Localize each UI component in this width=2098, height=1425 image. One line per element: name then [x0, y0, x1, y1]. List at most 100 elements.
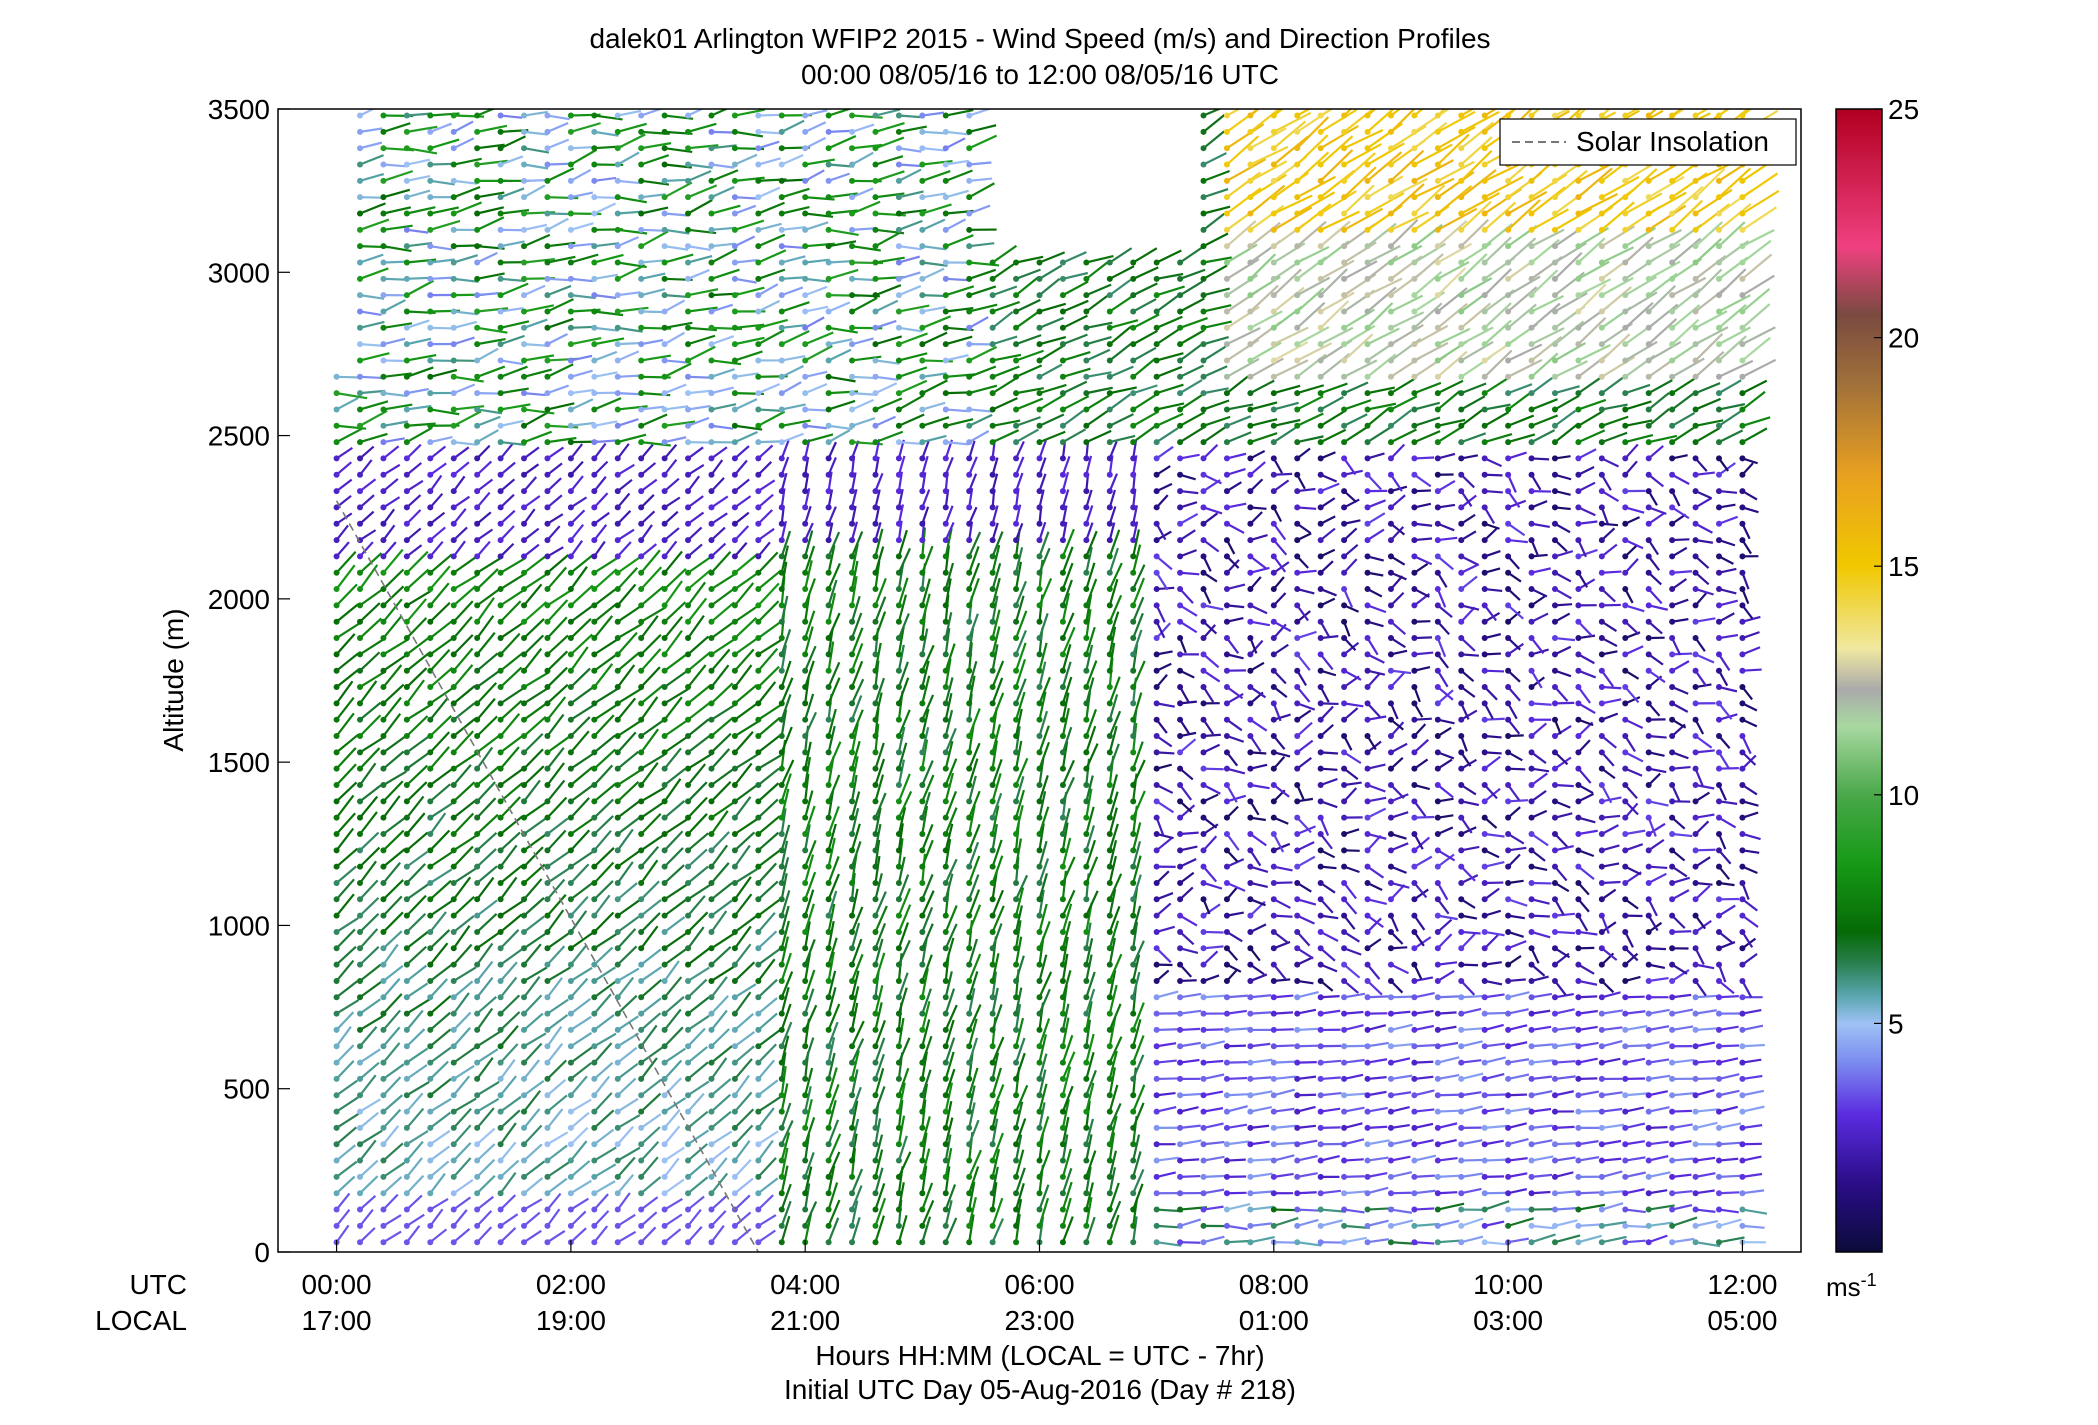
- wind-barb-dot: [544, 194, 551, 201]
- wind-barb-shaft: [710, 542, 727, 558]
- wind-barb-shaft: [1014, 1004, 1022, 1031]
- wind-barb-dot: [333, 520, 340, 527]
- wind-barb-dot: [333, 961, 340, 968]
- wind-barb-shaft: [663, 767, 686, 786]
- wind-barb-shaft: [991, 531, 1004, 557]
- wind-barb-dot: [942, 308, 949, 315]
- wind-barb-shaft: [616, 510, 632, 525]
- wind-barb-shaft: [406, 189, 431, 199]
- wind-barb-dot: [989, 1043, 996, 1050]
- wind-barb-dot: [755, 520, 762, 527]
- wind-barb-dot: [802, 210, 809, 217]
- wind-barb-shaft: [593, 1014, 615, 1031]
- wind-barb-shaft: [570, 604, 594, 623]
- wind-barb-shaft: [992, 261, 1017, 280]
- wind-barb-shaft: [359, 1129, 383, 1146]
- wind-barb-dot: [1059, 553, 1066, 560]
- wind-barb-dot: [1106, 700, 1113, 707]
- wind-barb-shaft: [687, 254, 713, 264]
- wind-barb-dot: [591, 749, 598, 756]
- wind-barb-dot: [802, 1141, 809, 1148]
- wind-barb-shaft: [897, 972, 909, 998]
- wind-barb-dot: [1177, 635, 1184, 642]
- wind-barb-dot: [849, 977, 856, 984]
- wind-barb-shaft: [687, 1092, 705, 1113]
- wind-barb-dot: [380, 1206, 387, 1213]
- wind-barb-shaft: [476, 960, 494, 982]
- wind-barb-shaft: [711, 204, 741, 215]
- wind-barb-dot: [872, 1043, 879, 1050]
- wind-barb-shaft: [570, 931, 594, 950]
- wind-barb-dot: [544, 749, 551, 756]
- wind-barb-shaft: [968, 456, 978, 476]
- wind-barb-dot: [708, 1075, 715, 1082]
- wind-barb-dot: [427, 635, 434, 642]
- wind-barb-dot: [497, 1010, 504, 1017]
- wind-barb-dot: [1013, 569, 1020, 576]
- wind-barb-dot: [1106, 1026, 1113, 1033]
- wind-barb-shaft: [1132, 346, 1157, 362]
- wind-barb-dot: [872, 977, 879, 984]
- wind-barb-shaft: [1015, 472, 1024, 492]
- wind-barb-dot: [778, 733, 785, 740]
- wind-barb-shaft: [968, 285, 997, 297]
- wind-barb-shaft: [968, 805, 976, 835]
- wind-barb-dot: [919, 994, 926, 1001]
- wind-barb-shaft: [663, 1047, 686, 1064]
- wind-barb-shaft: [1061, 1099, 1070, 1129]
- wind-barb-dot: [591, 716, 598, 723]
- wind-barb-shaft: [1062, 351, 1091, 362]
- wind-barb-dot: [802, 814, 809, 821]
- wind-barb-dot: [614, 406, 621, 413]
- wind-barb-dot: [403, 765, 410, 772]
- wind-barb-dot: [638, 635, 645, 642]
- wind-barb-dot: [966, 928, 973, 935]
- wind-barb-dot: [357, 161, 364, 168]
- wind-barb-dot: [614, 700, 621, 707]
- wind-barb-shaft: [898, 352, 928, 362]
- wind-barb-dot: [333, 912, 340, 919]
- wind-barb-shaft: [1061, 889, 1076, 917]
- wind-barb-dot: [1177, 896, 1184, 903]
- wind-barb-shaft: [945, 408, 969, 413]
- wind-barb-dot: [778, 1206, 785, 1213]
- wind-barb-dot: [450, 782, 457, 789]
- wind-barb-dot: [1106, 1075, 1113, 1082]
- wind-barb-shaft: [991, 740, 998, 769]
- wind-barb-dot: [849, 324, 856, 331]
- wind-barb-dot: [895, 749, 902, 756]
- wind-barb-dot: [1106, 324, 1113, 331]
- wind-barb-shaft: [1038, 873, 1049, 900]
- wind-barb-dot: [1106, 814, 1113, 821]
- wind-barb-dot: [1130, 357, 1137, 364]
- wind-barb-shaft: [547, 122, 569, 133]
- wind-barb-dot: [755, 618, 762, 625]
- wind-barb-dot: [1200, 1206, 1207, 1213]
- wind-barb-dot: [661, 406, 668, 413]
- wind-barb-dot: [450, 439, 457, 446]
- wind-barb-dot: [731, 406, 738, 413]
- wind-barb-shaft: [1085, 393, 1112, 411]
- wind-barb-shaft: [429, 697, 448, 721]
- wind-barb-dot: [1153, 977, 1160, 984]
- wind-barb-shaft: [828, 172, 850, 182]
- wind-barb-dot: [825, 765, 832, 772]
- wind-barb-dot: [731, 765, 738, 772]
- wind-barb-shaft: [476, 996, 497, 1015]
- wind-barb-dot: [825, 569, 832, 576]
- wind-barb-shaft: [617, 622, 643, 639]
- wind-barb-dot: [849, 945, 856, 952]
- wind-barb-shaft: [359, 1194, 377, 1211]
- wind-barb-dot: [380, 292, 387, 299]
- wind-barb-dot: [357, 928, 364, 935]
- wind-barb-shaft: [546, 566, 568, 590]
- wind-barb-dot: [380, 1059, 387, 1066]
- wind-barb-shaft: [710, 1130, 733, 1146]
- wind-barb-shaft: [1039, 302, 1067, 313]
- wind-barb-shaft: [804, 805, 816, 835]
- wind-barb-dot: [427, 357, 434, 364]
- wind-barb-shaft: [593, 911, 615, 933]
- wind-barb-shaft: [664, 1198, 683, 1211]
- wind-barb-shaft: [1061, 471, 1070, 492]
- wind-barb-dot: [755, 357, 762, 364]
